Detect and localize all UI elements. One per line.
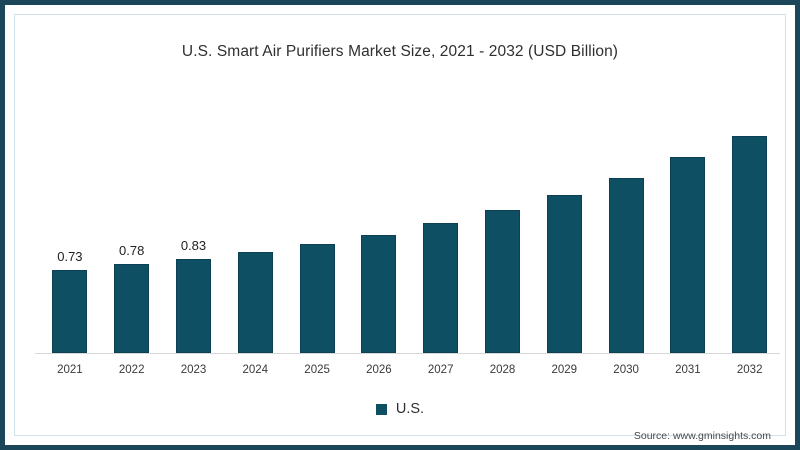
bar-2024[interactable] <box>238 252 273 353</box>
bar-2021[interactable] <box>52 270 87 353</box>
x-axis-tick-2025: 2025 <box>304 364 330 376</box>
x-axis-line <box>35 353 780 354</box>
bar-2023[interactable] <box>176 259 211 353</box>
x-axis-tick-2029: 2029 <box>551 364 578 376</box>
bar-chart-plot-area: 0.73 2021 0.78 2022 0.83 2023 2024 2025 2026 2027… <box>5 5 795 445</box>
bar-2028[interactable] <box>485 210 520 353</box>
chart-legend: U.S. <box>5 401 795 417</box>
source-attribution: Source: www.gminsights.com <box>633 430 771 442</box>
bar-value-label-2023: 0.83 <box>180 238 207 253</box>
legend-item-label: U.S. <box>395 401 425 417</box>
legend-swatch-icon <box>375 403 387 415</box>
bar-2022[interactable] <box>114 264 149 353</box>
x-axis-tick-2022: 2022 <box>118 364 145 376</box>
x-axis-tick-2027: 2027 <box>427 364 454 376</box>
x-axis-tick-2023: 2023 <box>180 364 207 376</box>
bar-2032[interactable] <box>732 136 767 353</box>
bar-value-label-2021: 0.73 <box>57 249 83 264</box>
x-axis-tick-2030: 2030 <box>613 364 639 376</box>
x-axis-tick-2028: 2028 <box>489 364 516 376</box>
x-axis-tick-2021: 2021 <box>57 364 83 376</box>
bar-2030[interactable] <box>609 178 644 353</box>
bar-2025[interactable] <box>300 244 335 353</box>
bar-value-label-2022: 0.78 <box>119 243 145 258</box>
bar-2026[interactable] <box>361 235 396 353</box>
bar-2029[interactable] <box>547 195 582 353</box>
x-axis-tick-2026: 2026 <box>366 364 392 376</box>
page-title: U.S. Smart Air Purifiers Market Size, 20… <box>181 43 619 60</box>
x-axis-tick-2032: 2032 <box>736 364 763 376</box>
x-axis-tick-2031: 2031 <box>675 364 701 376</box>
bar-2031[interactable] <box>670 157 705 353</box>
x-axis-tick-2024: 2024 <box>242 364 269 376</box>
bar-2027[interactable] <box>423 223 458 353</box>
